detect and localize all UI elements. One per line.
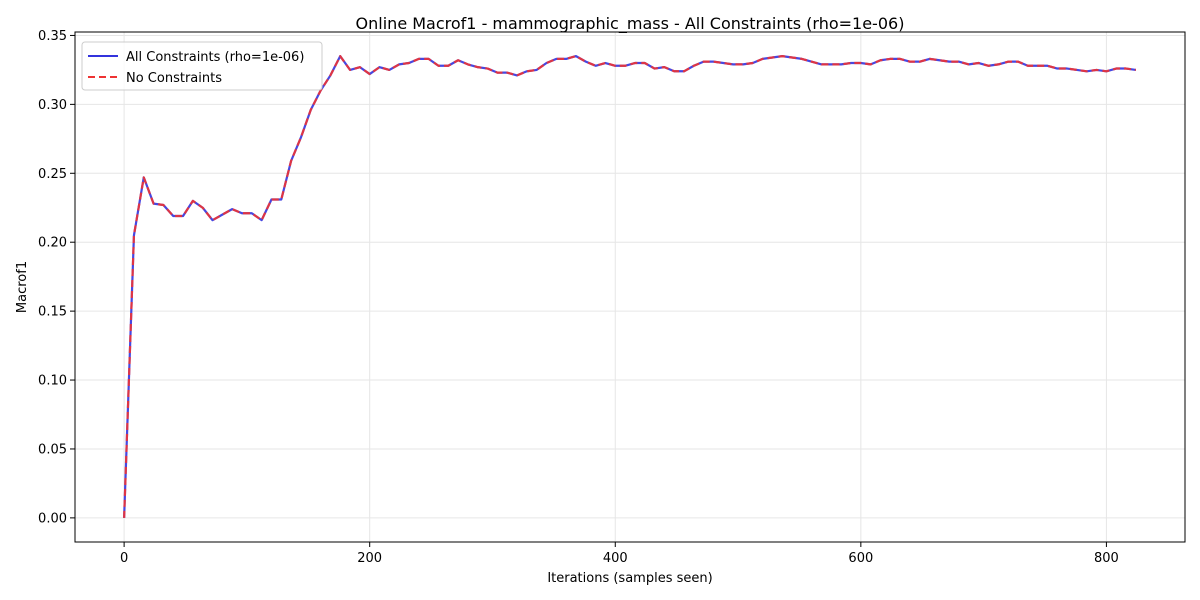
chart-title: Online Macrof1 - mammographic_mass - All… — [356, 14, 905, 34]
y-axis-label: Macrof1 — [15, 261, 30, 313]
series-layer — [123, 55, 1137, 518]
x-axis-label: Iterations (samples seen) — [547, 571, 712, 586]
y-tick-label: 0.30 — [38, 98, 67, 113]
y-tick-label: 0.35 — [38, 29, 67, 44]
legend-box — [81, 41, 323, 91]
series-line-no-constraints — [123, 55, 1137, 518]
x-tick-label: 600 — [848, 551, 873, 566]
legend: All Constraints (rho=1e-06) No Constrain… — [81, 41, 323, 91]
x-tick-label: 800 — [1094, 551, 1119, 566]
legend-label-all-constraints: All Constraints (rho=1e-06) — [126, 50, 304, 65]
legend-label-no-constraints: No Constraints — [126, 71, 222, 86]
y-tick-label: 0.00 — [38, 511, 67, 526]
y-tick-label: 0.10 — [38, 374, 67, 389]
x-axis-ticks: 0 200 400 600 800 — [120, 542, 1119, 566]
y-axis-ticks: 0.00 0.05 0.10 0.15 0.20 0.25 0.30 0.35 — [38, 29, 75, 526]
grid-lines — [75, 32, 1185, 542]
x-tick-label: 400 — [603, 551, 628, 566]
y-tick-label: 0.05 — [38, 442, 67, 457]
x-tick-label: 200 — [357, 551, 382, 566]
y-tick-label: 0.25 — [38, 167, 67, 182]
plot-frame — [74, 31, 1186, 543]
y-tick-label: 0.20 — [38, 236, 67, 251]
x-tick-label: 0 — [120, 551, 128, 566]
y-tick-label: 0.15 — [38, 305, 67, 320]
